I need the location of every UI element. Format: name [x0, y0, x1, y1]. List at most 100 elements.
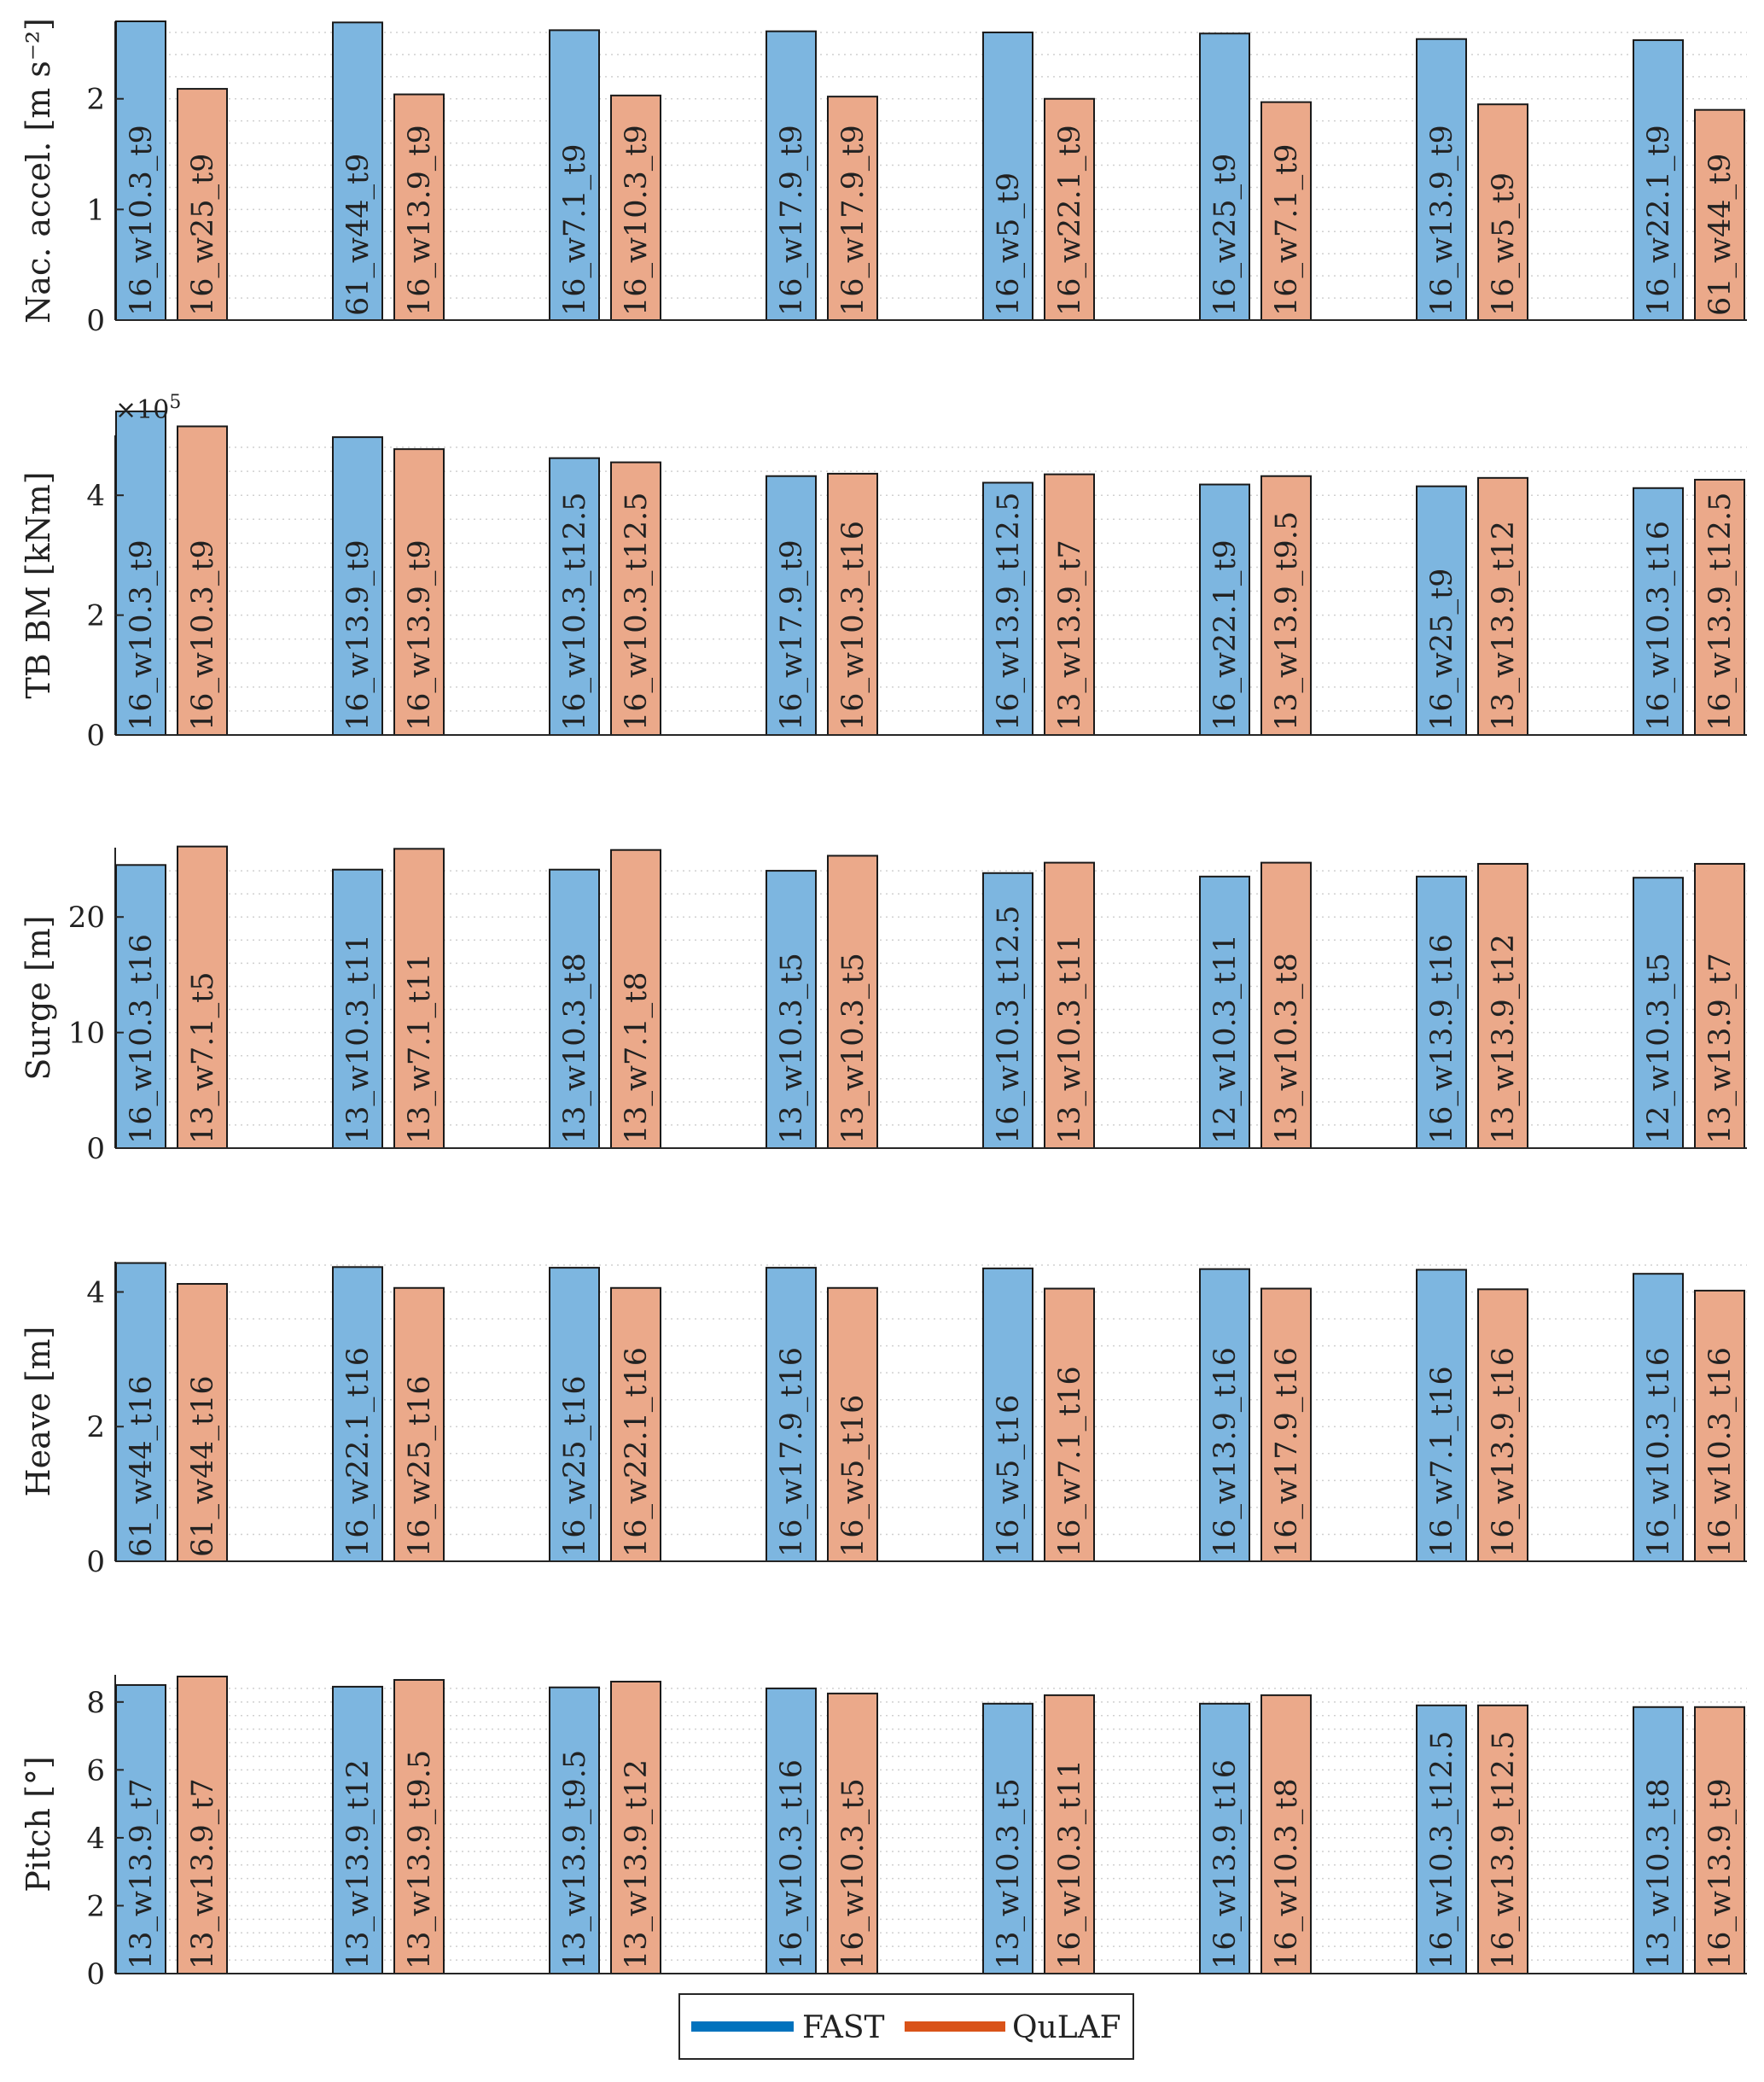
- qulaf-bar-label: 16_w22.1_t16: [620, 1347, 654, 1557]
- fast-bar-label: 61_w44_t16: [125, 1375, 159, 1557]
- y-tick-label: 4: [86, 479, 105, 513]
- qulaf-bar-label: 16_w7.1_t16: [1053, 1366, 1087, 1557]
- qulaf-bar-label: 16_w25_t9: [186, 154, 220, 316]
- fast-bar-label: 16_w13.9_t16: [1208, 1347, 1243, 1557]
- chart-panels: 16_w10.3_t9 61_w44_t9 16_w7.1_t9 16_w17.9_t…: [20, 18, 1747, 1992]
- qulaf-bar: [177, 88, 228, 322]
- fast-bar: [766, 870, 817, 1149]
- qulaf-bar: [827, 1286, 878, 1563]
- qulaf-bar-label: 16_w5_t16: [836, 1395, 870, 1557]
- qulaf-bar-label: 16_w25_t16: [403, 1375, 437, 1557]
- y-tick-label: 0: [86, 304, 105, 338]
- qulaf-bar: [1477, 1704, 1528, 1974]
- qulaf-bar: [827, 472, 878, 736]
- fast-bar-label: 16_w10.3_t16: [125, 934, 159, 1144]
- fast-bar: [1416, 1268, 1467, 1563]
- fast-bar-label: 12_w10.3_t5: [1642, 953, 1676, 1144]
- fast-bar: [332, 436, 383, 737]
- fast-bar: [766, 30, 817, 322]
- qulaf-bar-label: 16_w10.3_t9: [186, 539, 220, 731]
- fast-bar-label: 13_w10.3_t11: [341, 934, 376, 1144]
- fast-bar-label: 13_w10.3_t8: [1642, 1778, 1676, 1969]
- fast-bar-label: 16_w13.9_t16: [1425, 934, 1459, 1144]
- fast-bar-label: 16_w25_t9: [1208, 154, 1243, 316]
- fast-bar: [115, 410, 166, 736]
- fast-bar: [1199, 1702, 1250, 1974]
- fast-bar-label: 13_w13.9_t7: [125, 1778, 159, 1969]
- qulaf-bar-label: 13_w10.3_t8: [1270, 953, 1304, 1144]
- fast-bar-label: 16_w10.3_t12.5: [558, 493, 592, 731]
- qulaf-bar: [1044, 1287, 1095, 1562]
- qulaf-bar-label: 16_w13.9_t16: [1487, 1347, 1521, 1557]
- qulaf-bar: [177, 1675, 228, 1974]
- qulaf-bar-label: 16_w13.9_t9: [1703, 1778, 1738, 1969]
- fast-bar-label: 16_w10.3_t9: [125, 539, 159, 731]
- fast-bar-label: 16_w22.1_t9: [1642, 125, 1676, 316]
- fast-bar: [1416, 1704, 1467, 1974]
- qulaf-bar-label: 13_w13.9_t12: [1487, 521, 1521, 731]
- qulaf-bar: [610, 849, 661, 1149]
- qulaf-bar: [1044, 1694, 1095, 1974]
- qulaf-bar: [1260, 861, 1312, 1149]
- axis-multiplier: ×105: [115, 392, 181, 425]
- fast-bar: [766, 1687, 817, 1974]
- fast-bar-label: 61_w44_t9: [341, 154, 376, 316]
- qulaf-bar-label: 13_w13.9_t9.5: [1270, 511, 1304, 731]
- fast-bar: [115, 1683, 166, 1974]
- fast-bar-label: 16_w17.9_t9: [775, 539, 809, 731]
- y-tick-label: 0: [86, 1545, 105, 1579]
- chart-panel-2: 16_w10.3_t9 16_w13.9_t9 16_w10.3_t12.5 16_w…: [20, 392, 1747, 753]
- fast-bar-label: 16_w10.3_t16: [1642, 521, 1676, 731]
- y-tick-label: 4: [86, 1275, 105, 1309]
- qulaf-bar-label: 16_w5_t9: [1487, 172, 1521, 316]
- qulaf-bar-label: 13_w7.1_t8: [620, 972, 654, 1145]
- fast-bar-label: 16_w13.9_t9: [341, 539, 376, 731]
- qulaf-bar: [1694, 478, 1745, 736]
- qulaf-bar: [1260, 475, 1312, 737]
- fast-bar-label: 16_w25_t9: [1425, 569, 1459, 731]
- qulaf-bar-label: 16_w10.3_t5: [836, 1778, 870, 1969]
- qulaf-bar: [1044, 97, 1095, 321]
- fast-bar-label: 13_w13.9_t9.5: [558, 1750, 592, 1969]
- legend: FAST QuLAF: [678, 1993, 1134, 2060]
- qulaf-bar-label: 16_w13.9_t12.5: [1487, 1731, 1521, 1969]
- qulaf-bar-label: 13_w7.1_t5: [186, 972, 220, 1145]
- y-axis-label: Surge [m]: [20, 915, 57, 1080]
- fast-bar: [549, 868, 600, 1149]
- qulaf-bar: [610, 1286, 661, 1563]
- qulaf-bar-label: 16_w10.3_t16: [1703, 1347, 1738, 1557]
- fast-bar: [549, 1686, 600, 1975]
- fast-bar-label: 16_w5_t16: [992, 1395, 1026, 1557]
- qulaf-bar: [610, 461, 661, 737]
- fast-bar: [1633, 39, 1684, 321]
- qulaf-bar-label: 61_w44_t16: [186, 1375, 220, 1557]
- fast-bar-label: 13_w10.3_t5: [992, 1778, 1026, 1969]
- chart-panel-5: 13_w13.9_t7 13_w13.9_t12 13_w13.9_t9.5 16_w…: [20, 1675, 1747, 1992]
- fast-bar: [1199, 483, 1250, 737]
- qulaf-bar-label: 16_w13.9_t12.5: [1703, 493, 1738, 731]
- qulaf-bar-label: 61_w44_t9: [1703, 154, 1738, 316]
- fast-bar-label: 16_w13.9_t12.5: [992, 493, 1026, 731]
- y-tick-label: 0: [86, 1957, 105, 1992]
- qulaf-bar: [1477, 476, 1528, 736]
- fast-bar: [982, 481, 1033, 736]
- qulaf-bar: [1260, 1694, 1312, 1974]
- fast-bar-label: 16_w7.1_t9: [558, 144, 592, 317]
- fast-bar: [982, 872, 1033, 1149]
- chart-panel-1: 16_w10.3_t9 61_w44_t9 16_w7.1_t9 16_w17.9_t…: [20, 18, 1747, 338]
- qulaf-bar: [393, 848, 445, 1149]
- qulaf-bar-label: 16_w17.9_t16: [1270, 1347, 1304, 1557]
- qulaf-bar-label: 13_w13.9_t7: [1053, 539, 1087, 731]
- fast-bar: [766, 475, 817, 737]
- qulaf-bar: [177, 845, 228, 1150]
- fast-bar-label: 16_w10.3_t9: [125, 125, 159, 316]
- chart-panel-3: 16_w10.3_t16 13_w10.3_t11 13_w10.3_t8 13_w1…: [20, 845, 1747, 1166]
- fast-bar-label: 16_w10.3_t12.5: [1425, 1731, 1459, 1969]
- qulaf-bar: [610, 94, 661, 322]
- fast-bar-label: 16_w7.1_t16: [1425, 1366, 1459, 1557]
- qulaf-bar: [1260, 1287, 1312, 1562]
- y-tick-label: 20: [68, 901, 105, 935]
- fast-bar: [549, 1267, 600, 1562]
- y-tick-label: 4: [86, 1822, 105, 1856]
